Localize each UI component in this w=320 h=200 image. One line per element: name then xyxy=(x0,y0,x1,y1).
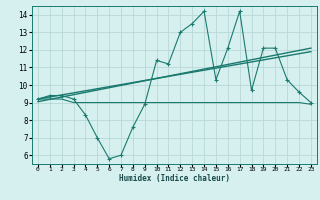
X-axis label: Humidex (Indice chaleur): Humidex (Indice chaleur) xyxy=(119,174,230,183)
